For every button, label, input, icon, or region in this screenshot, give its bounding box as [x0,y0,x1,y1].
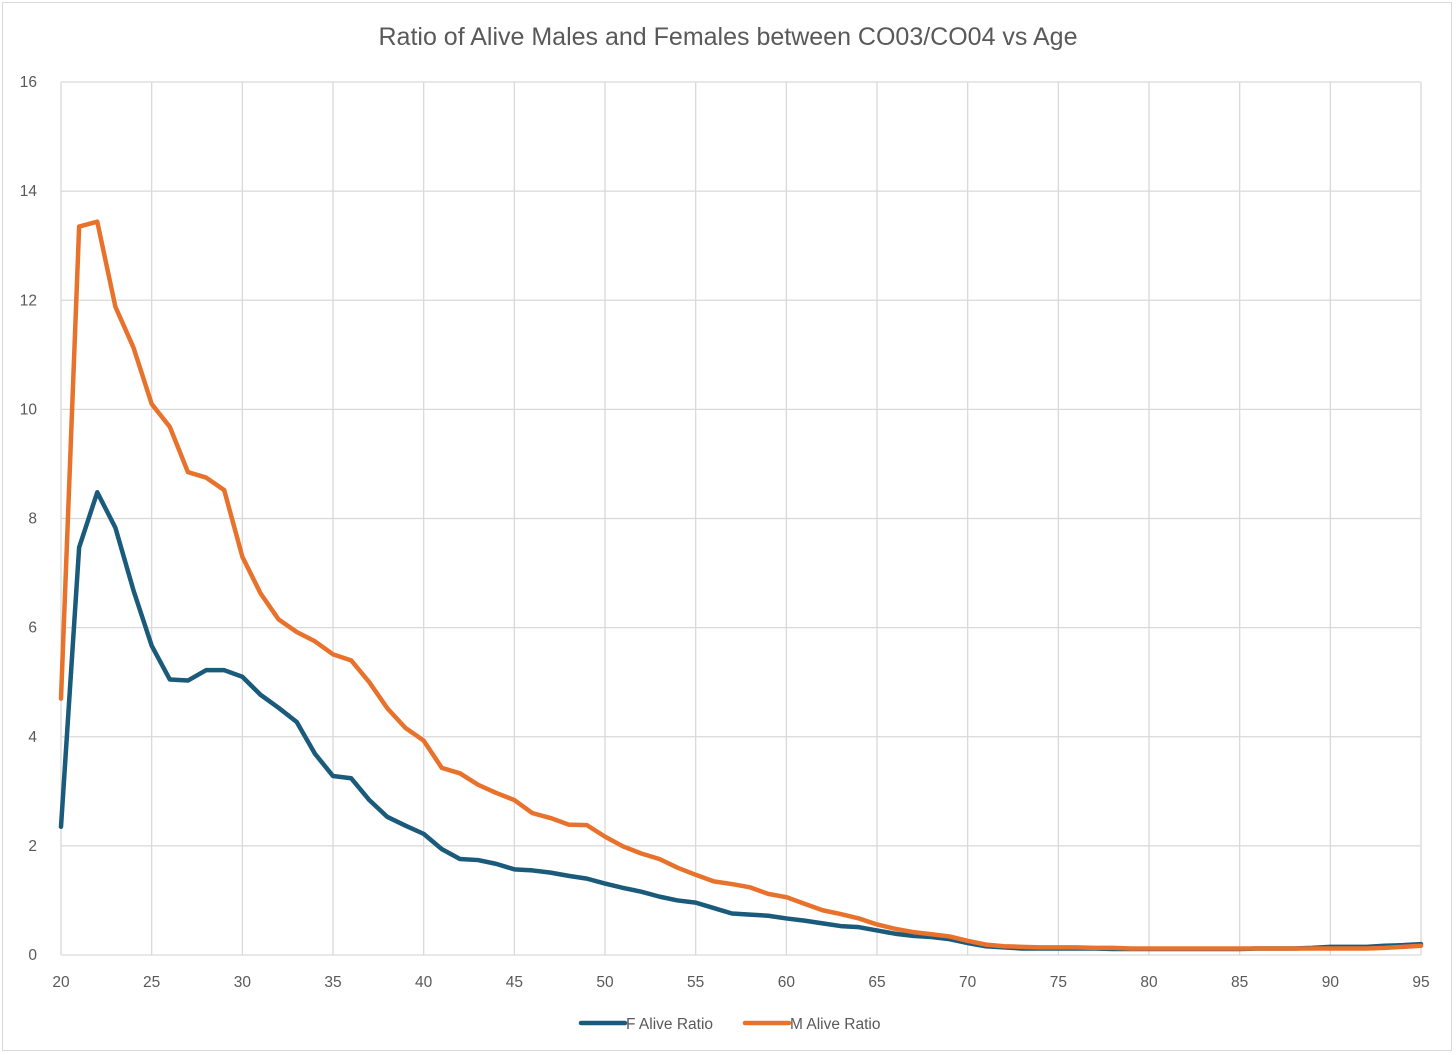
x-tick-label: 45 [506,974,523,991]
y-tick-label: 0 [28,947,37,964]
y-tick-label: 6 [28,620,37,637]
chart-title: Ratio of Alive Males and Females between… [379,23,1078,51]
x-tick-label: 85 [1231,974,1248,991]
legend-label: F Alive Ratio [626,1016,713,1033]
legend-item-f-alive-ratio: F Alive Ratio [578,1016,713,1033]
y-tick-label: 14 [20,183,38,200]
y-tick-label: 4 [28,729,37,746]
x-tick-label: 40 [415,974,433,991]
x-tick-label: 95 [1412,974,1429,991]
series-line-f-alive-ratio [58,490,1424,952]
x-tick-label: 25 [143,974,160,991]
x-tick-label: 75 [1050,974,1067,991]
y-tick-label: 2 [28,838,37,855]
y-tick-label: 16 [20,74,37,91]
chart-svg: Ratio of Alive Males and Females between… [20,23,1430,1033]
x-tick-label: 35 [324,974,341,991]
legend-label: M Alive Ratio [790,1016,880,1033]
x-tick-label: 80 [1140,974,1158,991]
tick-layer: 0 2 4 6 8 10 12 14 16 20 25 30 35 40 45 50 55 60 65 70 75 80 8… [20,74,1430,991]
x-tick-label: 60 [778,974,796,991]
series-line-m-alive-ratio [58,219,1424,951]
legend-item-m-alive-ratio: M Alive Ratio [742,1016,880,1033]
x-tick-label: 70 [959,974,977,991]
series-layer [58,219,1424,952]
y-tick-label: 8 [28,511,37,528]
legend: F Alive Ratio M Alive Ratio [578,1016,880,1033]
y-tick-label: 10 [20,401,38,418]
x-tick-label: 65 [868,974,885,991]
x-tick-label: 55 [687,974,704,991]
x-tick-label: 30 [234,974,252,991]
x-tick-label: 20 [52,974,70,991]
y-tick-label: 12 [20,292,37,309]
x-tick-label: 90 [1322,974,1340,991]
grid-layer [60,81,1422,956]
x-tick-label: 50 [596,974,614,991]
